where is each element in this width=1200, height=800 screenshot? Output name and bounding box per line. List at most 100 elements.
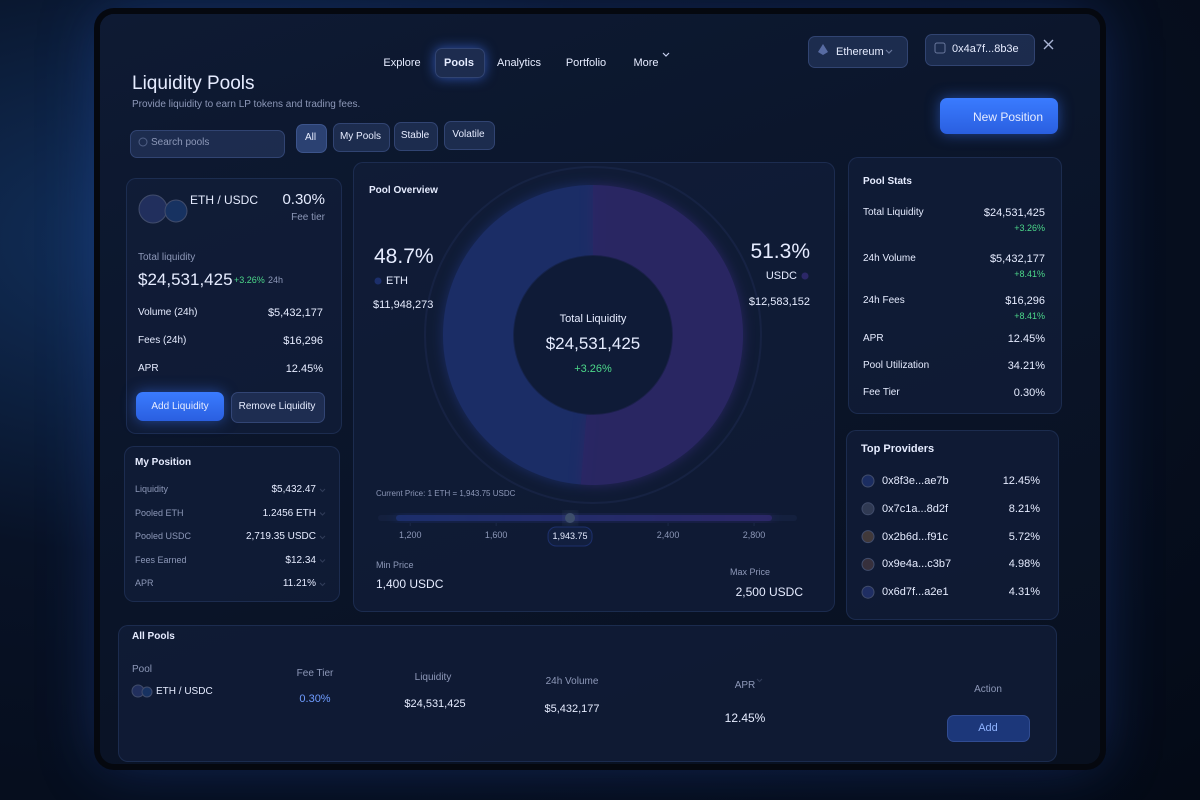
network-name[interactable]: Ethereum bbox=[836, 46, 884, 58]
stat-change: +3.26% bbox=[1014, 223, 1045, 233]
pool-liquidity: $24,531,425 bbox=[404, 698, 466, 710]
provider-address: 0x2b6d...f91c bbox=[882, 530, 949, 543]
position-label: Liquidity bbox=[135, 484, 169, 494]
pool-name: ETH / USDC bbox=[156, 686, 213, 697]
liquidity-period: 24h bbox=[268, 275, 284, 285]
current-price-label: 1,943.75 bbox=[552, 531, 588, 541]
stat-value: 34.21% bbox=[1007, 360, 1045, 372]
slider-tick-label: 1,600 bbox=[484, 530, 508, 540]
segment-percent: 51.3% bbox=[750, 240, 810, 263]
min-price-label: Min Price bbox=[376, 560, 414, 570]
stat-label: 24h Volume bbox=[863, 253, 916, 264]
position-label: APR bbox=[135, 578, 154, 588]
wallet-button[interactable] bbox=[925, 34, 1035, 66]
nav-item[interactable]: Portfolio bbox=[565, 57, 607, 69]
filter-tab[interactable] bbox=[394, 122, 438, 151]
filter-tab[interactable] bbox=[444, 121, 495, 150]
page-title: Liquidity Pools bbox=[132, 73, 255, 94]
panel-title: Pool Overview bbox=[369, 185, 438, 196]
stat-value: $5,432,177 bbox=[989, 253, 1045, 265]
position-value: $12.34 bbox=[285, 554, 316, 566]
max-price-value: 2,500 USDC bbox=[735, 585, 803, 599]
stat-change: +8.41% bbox=[1014, 269, 1045, 279]
segment-amount: $11,948,273 bbox=[373, 299, 434, 311]
provider-address: 0x7c1a...8d2f bbox=[882, 502, 949, 515]
stat-value: 0.30% bbox=[1013, 387, 1045, 399]
add-liquidity-label[interactable]: Add Liquidity bbox=[151, 401, 209, 412]
filter-tab-label[interactable]: All bbox=[304, 132, 317, 143]
pool-apr: 12.45% bbox=[724, 711, 766, 725]
stat-label: Fee Tier bbox=[863, 387, 900, 398]
stat-value: 12.45% bbox=[285, 363, 323, 375]
filter-tab-label[interactable]: Volatile bbox=[452, 129, 485, 140]
position-value: $5,432.47 bbox=[271, 484, 317, 495]
nav-item[interactable]: Analytics bbox=[496, 57, 542, 69]
fee-value: 0.30% bbox=[282, 191, 325, 208]
slider-tick-label: 1,200 bbox=[398, 530, 422, 540]
nav-item[interactable]: Pools bbox=[444, 57, 474, 69]
add-liquidity-button[interactable] bbox=[136, 392, 224, 421]
position-label: Pooled ETH bbox=[135, 507, 184, 518]
nav-active-pill[interactable] bbox=[435, 48, 485, 78]
network-selector[interactable] bbox=[808, 36, 908, 68]
position-label: Fees Earned bbox=[135, 554, 187, 565]
filter-tab[interactable] bbox=[296, 124, 327, 153]
panel-title: All Pools bbox=[132, 631, 175, 642]
column-header: 24h Volume bbox=[545, 676, 599, 687]
max-price-label: Max Price bbox=[729, 567, 770, 577]
stat-label: Volume (24h) bbox=[138, 307, 198, 318]
wallet-address[interactable]: 0x4a7f...8b3e bbox=[952, 43, 1019, 55]
provider-share: 5.72% bbox=[1008, 530, 1040, 543]
search-box[interactable] bbox=[130, 130, 285, 158]
close-icon bbox=[1043, 39, 1054, 50]
stat-value: 12.45% bbox=[1007, 333, 1045, 345]
provider-address: 0x8f3e...ae7b bbox=[882, 475, 949, 487]
position-value: 2,719.35 USDC bbox=[245, 531, 316, 542]
filter-tab[interactable] bbox=[333, 123, 390, 152]
stat-value: $16,296 bbox=[283, 335, 323, 347]
new-position-button[interactable] bbox=[940, 98, 1058, 134]
segment-percent: 48.7% bbox=[374, 245, 434, 268]
provider-share: 4.31% bbox=[1008, 586, 1040, 599]
column-header: Fee Tier bbox=[296, 668, 334, 679]
column-header: Pool bbox=[132, 664, 153, 675]
provider-share: 8.21% bbox=[1008, 502, 1040, 515]
stat-label: Fees (24h) bbox=[138, 335, 187, 346]
provider-address: 0x6d7f...a2e1 bbox=[882, 586, 949, 599]
stat-label: Pool Utilization bbox=[863, 360, 930, 371]
search-placeholder: Search pools bbox=[151, 137, 210, 148]
total-liquidity-label: Total liquidity bbox=[138, 252, 196, 263]
nav-item[interactable]: More bbox=[633, 57, 659, 69]
fee-label: Fee tier bbox=[291, 212, 325, 223]
add-button[interactable] bbox=[947, 715, 1030, 742]
add-button-label[interactable]: Add bbox=[978, 722, 998, 734]
liquidity-change: +3.26% bbox=[234, 275, 265, 285]
panel-title: Top Providers bbox=[861, 443, 935, 455]
pool-overview-panel bbox=[353, 162, 835, 612]
top-providers-panel bbox=[846, 430, 1059, 620]
pool-volume: $5,432,177 bbox=[544, 703, 600, 715]
remove-liquidity-label[interactable]: Remove Liquidity bbox=[238, 401, 316, 412]
remove-liquidity-button[interactable] bbox=[231, 392, 325, 423]
new-position-label[interactable]: New Position bbox=[973, 110, 1044, 124]
center-label: Total Liquidity bbox=[559, 313, 627, 325]
pool-fee: 0.30% bbox=[299, 693, 331, 705]
filter-tab-label[interactable]: Stable bbox=[400, 130, 430, 141]
current-price: Current Price: 1 ETH = 1,943.75 USDC bbox=[376, 489, 516, 498]
chevron-icon bbox=[662, 52, 670, 57]
segment-name: USDC bbox=[765, 270, 797, 282]
pool-stats-panel bbox=[848, 157, 1062, 414]
nav-item[interactable]: Explore bbox=[383, 57, 421, 69]
filter-tab-label[interactable]: My Pools bbox=[339, 131, 382, 142]
slider-tick-label: 2,400 bbox=[656, 530, 680, 540]
position-label: Pooled USDC bbox=[135, 531, 192, 541]
segment-amount: $12,583,152 bbox=[748, 296, 810, 308]
total-liquidity-value: $24,531,425 bbox=[138, 270, 233, 289]
stat-value: $24,531,425 bbox=[983, 207, 1045, 219]
slider-tick-label: 2,800 bbox=[742, 530, 766, 540]
segment-name: ETH bbox=[386, 275, 408, 287]
stat-label: 24h Fees bbox=[863, 295, 905, 306]
pool-pair: ETH / USDC bbox=[190, 193, 259, 207]
column-header: APR bbox=[734, 680, 756, 691]
